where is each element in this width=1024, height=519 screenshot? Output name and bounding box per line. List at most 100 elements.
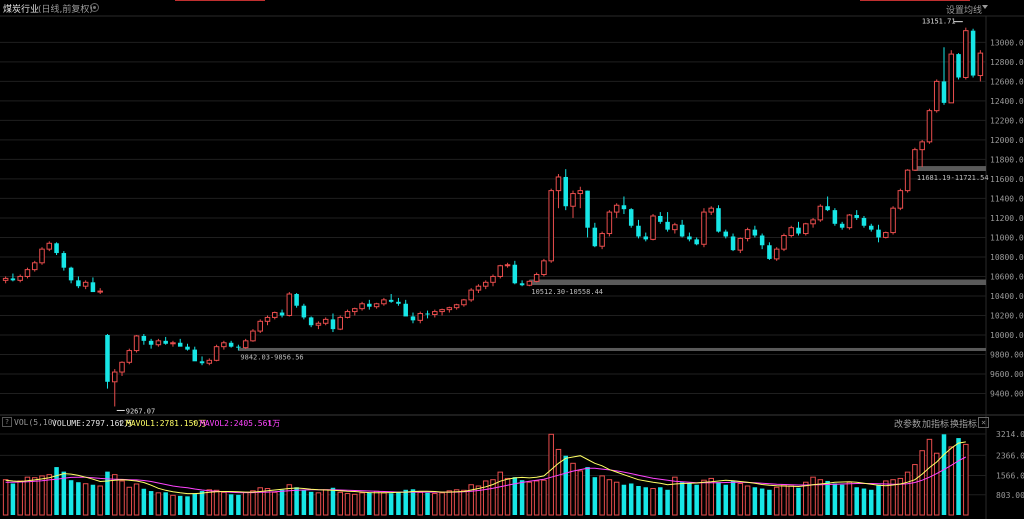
candle-body: [163, 340, 168, 344]
volume-bar: [512, 477, 518, 515]
candle-body: [90, 282, 96, 293]
volume-bar: [133, 483, 140, 516]
volume-tick-label: 2366.00: [996, 451, 1024, 460]
switch-indicator-button[interactable]: 换指标: [950, 420, 978, 430]
candle-body: [432, 311, 438, 315]
support-zone-2-label: 10512.30-10558.44: [531, 288, 603, 296]
volume-bar: [504, 477, 511, 516]
settings-gear-icon[interactable]: [90, 3, 99, 12]
volume-bar: [773, 486, 780, 516]
volume-bar: [744, 485, 751, 516]
candle-body: [963, 30, 969, 78]
volume-bar: [76, 482, 81, 515]
price-tick-label: 9400.00: [990, 389, 1024, 398]
candle-body: [744, 229, 751, 239]
volume-bar: [868, 489, 874, 515]
volume-bar: [468, 484, 474, 516]
candle-body: [570, 193, 576, 207]
edit-params-button[interactable]: 改参数: [894, 420, 922, 430]
candle-body: [199, 361, 205, 364]
candle-body: [555, 176, 562, 192]
volume-bar: [519, 480, 525, 515]
volume-bar: [585, 467, 590, 515]
volume-bar: [199, 491, 205, 515]
candle-body: [977, 52, 984, 77]
volume-bar: [876, 484, 881, 515]
volume-bar: [701, 479, 707, 516]
add-indicator-button[interactable]: 加指标: [922, 420, 950, 430]
mavol2-line: [5, 456, 967, 494]
volume-bar: [904, 471, 911, 516]
close-icon[interactable]: ×: [978, 417, 989, 428]
support-zone-2-bar: [529, 279, 986, 286]
candle-body: [141, 335, 147, 341]
candle-body: [825, 206, 830, 211]
candle-body: [39, 248, 45, 264]
candle-body: [650, 215, 656, 240]
price-tick-label: 9800.00: [990, 350, 1024, 359]
volume-bar: [708, 477, 714, 516]
candle-body: [956, 54, 961, 78]
mavol1-value: MAVOL1:2781.150万: [126, 419, 207, 428]
candle-body: [17, 275, 23, 281]
candle-body: [286, 293, 293, 316]
candle-body: [439, 309, 445, 313]
candle-body: [133, 335, 140, 352]
volume-bar: [482, 480, 489, 516]
volume-bar: [781, 484, 787, 516]
candle-body: [658, 215, 663, 222]
volume-bar: [373, 490, 380, 516]
volume-bar: [39, 475, 45, 516]
candle-body: [272, 312, 278, 318]
candle-body: [679, 224, 685, 237]
volume-bar: [679, 482, 685, 515]
candle-body: [126, 350, 133, 363]
grid-lines: [0, 15, 1024, 519]
candle-body: [10, 278, 16, 281]
candle-body: [250, 330, 256, 342]
price-tick-label: 13000.00: [990, 38, 1024, 47]
volume-bar: [723, 484, 729, 515]
volume-bar: [257, 487, 263, 516]
candle-body: [606, 211, 613, 235]
candle-body: [228, 342, 234, 347]
help-icon[interactable]: ?: [2, 417, 12, 427]
volume-bar: [439, 492, 445, 516]
volume-bar: [796, 487, 801, 515]
candle-body: [694, 239, 699, 245]
support-zone-1-label: 9842.03-9856.56: [240, 353, 303, 361]
candle-body: [716, 208, 721, 232]
volume-bar: [453, 489, 460, 516]
candle-body: [315, 322, 322, 326]
volume-bar: [490, 479, 496, 516]
candle-body: [482, 281, 489, 287]
candle-body: [105, 334, 110, 382]
candle-body: [76, 280, 81, 287]
low-label: 9267.07: [126, 407, 156, 415]
candle-body: [148, 340, 154, 345]
candle-body: [221, 342, 227, 348]
candle-body: [599, 233, 605, 247]
candle-body: [810, 219, 816, 225]
volume-bar: [665, 489, 670, 515]
volume-bar: [141, 488, 147, 515]
volume-bar: [752, 487, 758, 515]
candle-body: [24, 269, 31, 277]
candle-body: [294, 294, 299, 306]
price-tick-label: 10400.00: [990, 292, 1024, 301]
volume-bar: [105, 471, 110, 515]
volume-bar: [17, 480, 23, 516]
volume-bar: [650, 488, 656, 516]
candle-body: [526, 280, 533, 286]
set-ma-button[interactable]: 设置均线: [945, 6, 982, 16]
volume-bar: [90, 484, 96, 515]
volume-bar: [570, 462, 576, 516]
candle-body: [687, 236, 692, 240]
price-tick-label: 11800.00: [990, 155, 1024, 164]
volume-bar: [533, 480, 540, 516]
candle-body: [730, 236, 736, 251]
volume-bar: [279, 489, 285, 515]
volume-bar: [344, 493, 351, 516]
chevron-down-icon[interactable]: [982, 5, 988, 9]
